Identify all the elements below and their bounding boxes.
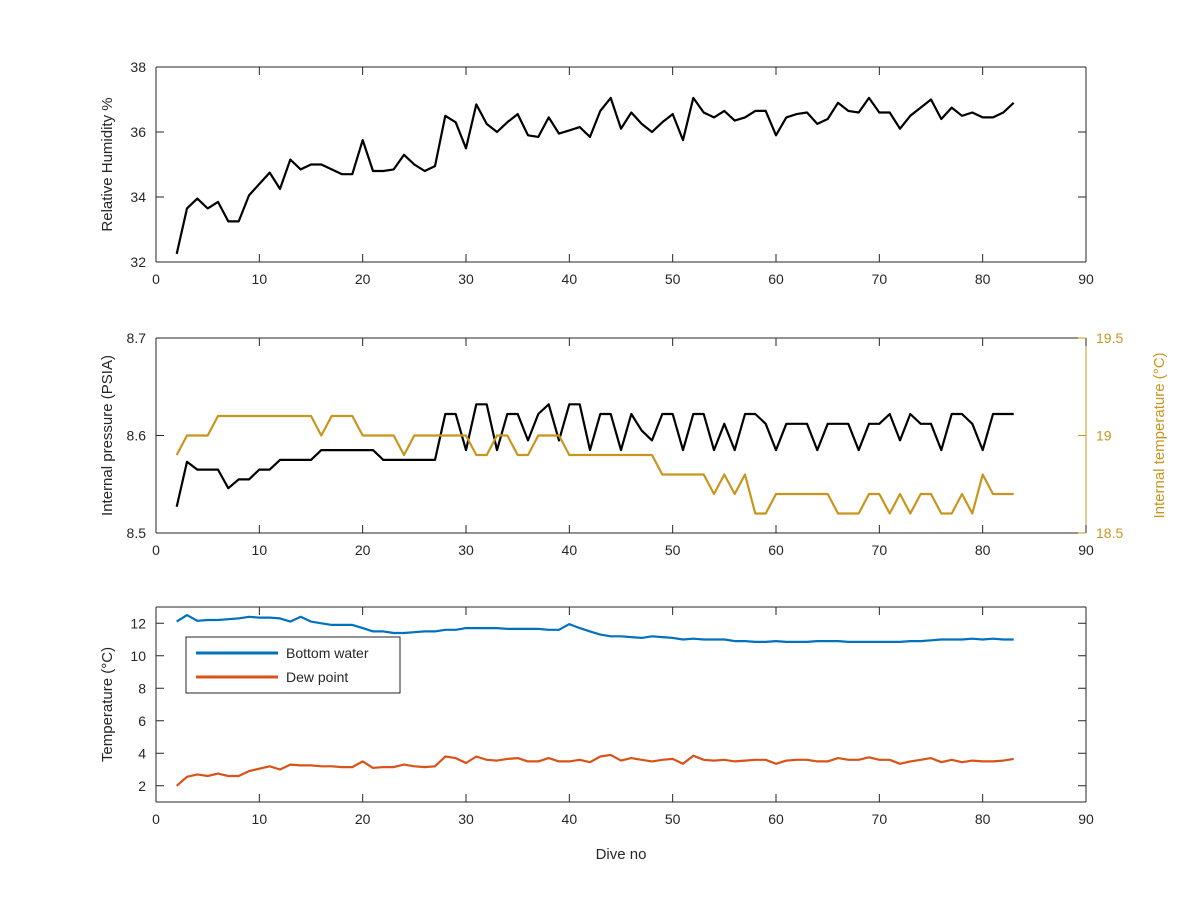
y-tick-label: 8 (138, 680, 146, 696)
x-tick-label: 40 (562, 271, 578, 287)
y-tick-label: 8.5 (127, 525, 147, 541)
x-tick-label: 60 (768, 811, 784, 827)
x-tick-label: 20 (355, 811, 371, 827)
y-tick-label: 34 (130, 189, 146, 205)
y-tick-label: 36 (130, 124, 146, 140)
y-tick-label: 2 (138, 778, 146, 794)
x-tick-label: 80 (975, 271, 991, 287)
x-tick-label: 80 (975, 542, 991, 558)
legend-box (185, 636, 401, 694)
x-tick-label: 50 (665, 542, 681, 558)
subplot-2: 0 10 20 30 40 50 60 70 80 90 8.5 8.6 8.7 18.5 19 19.5 In… (99, 330, 1168, 558)
x-tick-label: 30 (458, 811, 474, 827)
x-tick-label: 10 (252, 271, 268, 287)
y-axis-label: Relative Humidity % (99, 97, 116, 231)
y-tick-label: 32 (130, 254, 146, 270)
series-line-2 (175, 753, 1014, 787)
x-tick-label: 10 (252, 542, 268, 558)
legend: Bottom water Dew point (185, 636, 401, 694)
series-line-1 (176, 613, 1014, 644)
x-tick-label: 0 (152, 811, 160, 827)
series-line-2 (175, 414, 1014, 515)
x-tick-label: 70 (872, 271, 888, 287)
y-tick-label: 8.6 (127, 428, 147, 444)
y2-tick-label: 19.5 (1096, 330, 1123, 346)
x-tick-label: 50 (665, 271, 681, 287)
y2-axis-label: Internal temperature (°C) (1151, 352, 1168, 518)
x-tick-label: 40 (562, 811, 578, 827)
x-tick-label: 20 (355, 542, 371, 558)
x-tick-label: 60 (768, 271, 784, 287)
legend-label: Dew point (286, 669, 348, 685)
x-tick-label: 90 (1078, 542, 1094, 558)
x-tick-label: 0 (152, 271, 160, 287)
x-tick-label: 30 (458, 542, 474, 558)
y-tick-label: 38 (130, 59, 146, 75)
x-tick-label: 90 (1078, 271, 1094, 287)
x-tick-label: 30 (458, 271, 474, 287)
y-tick-label: 4 (138, 745, 146, 761)
x-tick-label: 90 (1078, 811, 1094, 827)
y-tick-label: 8.7 (127, 330, 147, 346)
y-tick-label: 10 (130, 648, 146, 664)
x-tick-label: 40 (562, 542, 578, 558)
x-tick-label: 10 (252, 811, 268, 827)
series-line-1 (175, 96, 1015, 255)
x-tick-label: 80 (975, 811, 991, 827)
x-tick-label: 70 (872, 811, 888, 827)
y2-tick-label: 18.5 (1096, 525, 1123, 541)
x-tick-label: 50 (665, 811, 681, 827)
plot-area (156, 338, 1086, 533)
x-tick-label: 20 (355, 271, 371, 287)
subplot-1: 0 10 20 30 40 50 60 70 80 90 32 34 36 38 Relative Humi… (99, 59, 1094, 287)
series-line-1 (175, 403, 1014, 507)
y-tick-label: 6 (138, 713, 146, 729)
x-tick-label: 70 (872, 542, 888, 558)
y2-tick-label: 19 (1096, 428, 1112, 444)
y-tick-label: 12 (130, 615, 146, 631)
x-axis-label: Dive no (596, 846, 647, 863)
y-axis-label: Temperature (°C) (99, 647, 116, 762)
y-axis-label: Internal pressure (PSIA) (99, 355, 116, 516)
subplot-3: 0 10 20 30 40 50 60 70 80 90 2 4 6 8 10 12 Temperature (… (99, 606, 1094, 863)
x-tick-label: 0 (152, 542, 160, 558)
legend-label: Bottom water (286, 645, 369, 661)
x-tick-label: 60 (768, 542, 784, 558)
